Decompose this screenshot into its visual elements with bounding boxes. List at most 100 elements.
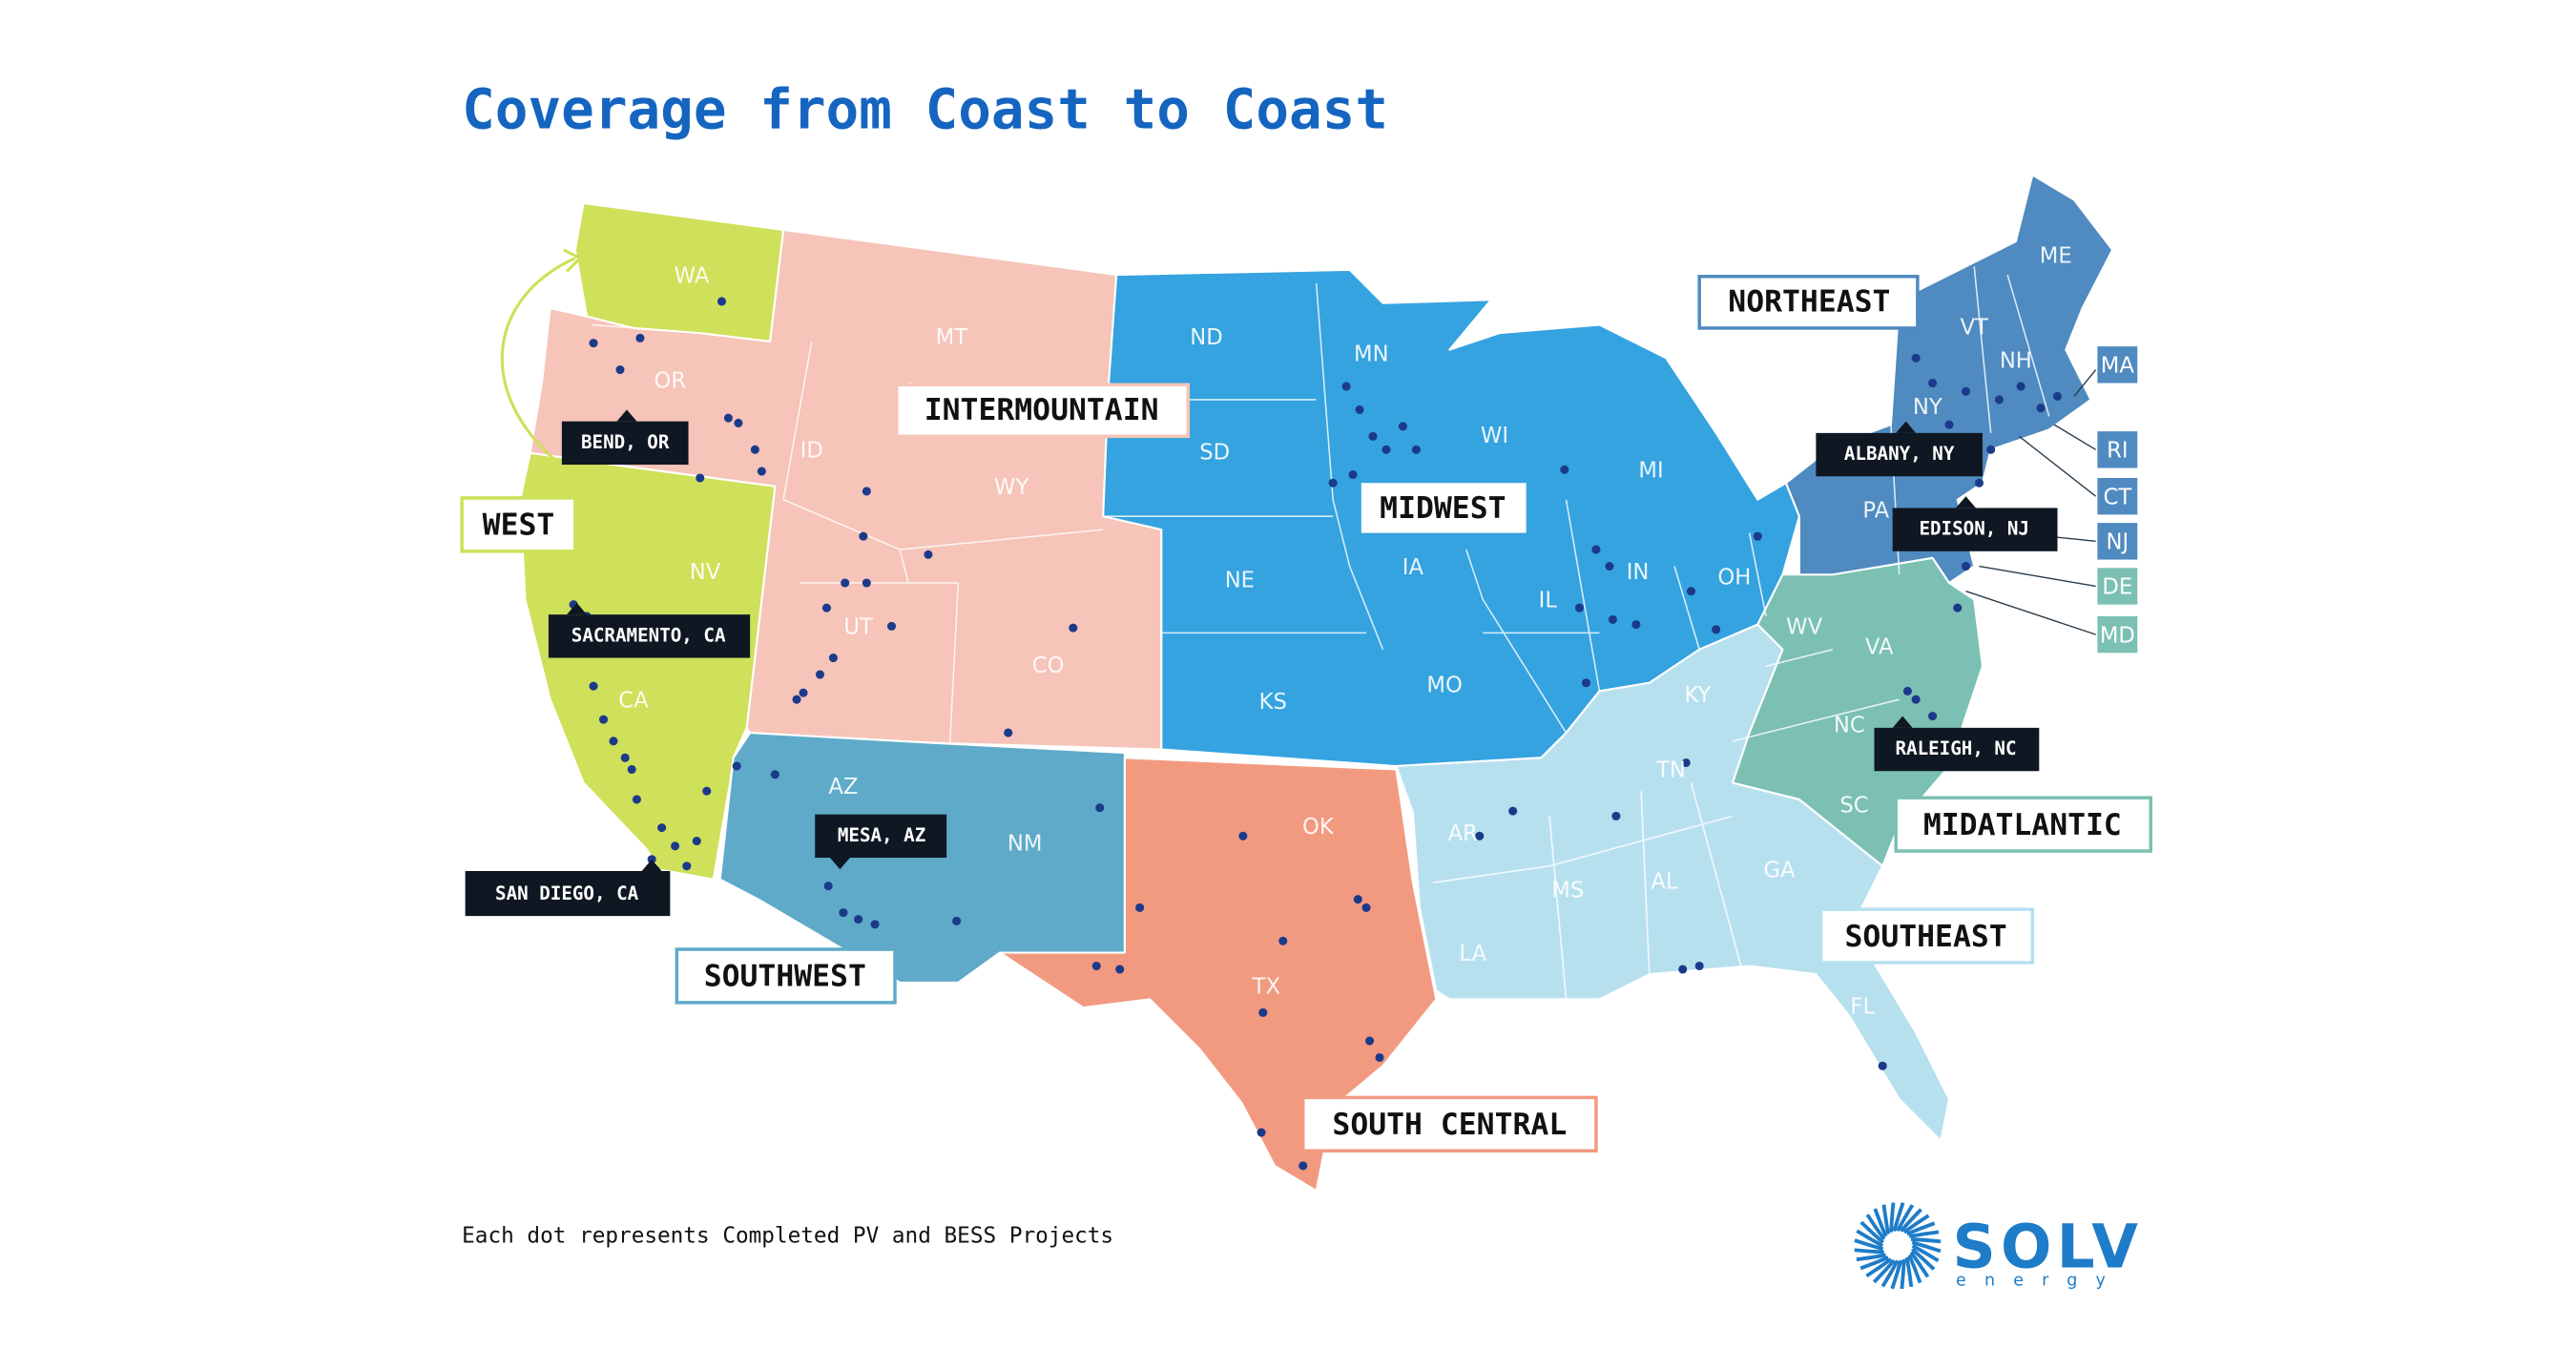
- project-dot: [620, 753, 630, 762]
- project-dot: [1135, 903, 1145, 912]
- state-label: WA: [675, 263, 710, 288]
- city-labels: BEND, OR SACRAMENTO, CA SAN DIEGO, CA ME…: [465, 409, 2058, 917]
- project-dot: [854, 915, 863, 924]
- project-dot: [1560, 465, 1569, 474]
- project-dot: [732, 761, 741, 771]
- project-dot: [1381, 445, 1391, 454]
- logo-ray: [1872, 1258, 1896, 1284]
- state-label: MN: [1354, 342, 1389, 366]
- project-dot: [1004, 728, 1013, 737]
- state-label: NM: [1008, 832, 1043, 857]
- state-label: GA: [1763, 858, 1796, 882]
- logo-ray: [1854, 1238, 1884, 1252]
- project-dot: [1986, 445, 1996, 454]
- state-label: TX: [1252, 975, 1280, 1000]
- logo-ray: [1854, 1248, 1884, 1255]
- state-label: PA: [1862, 498, 1889, 523]
- state-label: VT: [1961, 315, 1989, 340]
- region-box: [1358, 479, 1530, 537]
- project-dot: [1878, 1061, 1887, 1070]
- project-dot: [598, 715, 609, 724]
- state-label: FL: [1850, 995, 1875, 1020]
- project-dot: [1341, 382, 1351, 391]
- project-dot: [589, 339, 598, 348]
- project-dot: [1944, 420, 1954, 429]
- project-dot: [692, 837, 701, 846]
- region-labels: WEST INTERMOUNTAIN MIDWEST NORTHEAST MID…: [460, 275, 2153, 1153]
- region-box: [895, 383, 1191, 439]
- project-dot: [632, 795, 641, 804]
- city-pointer: [641, 859, 662, 871]
- project-dot: [862, 578, 871, 588]
- callout-label: MA: [2101, 354, 2135, 379]
- state-label: TN: [1655, 758, 1686, 783]
- state-label: IN: [1627, 560, 1650, 585]
- project-dot: [1475, 831, 1485, 841]
- project-dot: [952, 916, 962, 925]
- project-dot: [717, 297, 727, 306]
- region-box: [1300, 1095, 1598, 1153]
- callout-label: DE: [2102, 575, 2132, 600]
- logo-ray: [1910, 1237, 1942, 1244]
- project-dot: [1508, 806, 1518, 816]
- project-dots: [569, 297, 2063, 1171]
- logo-ray: [1859, 1256, 1889, 1271]
- callout-box: [2097, 478, 2138, 515]
- logo-ray: [1881, 1204, 1891, 1235]
- city-box: [1874, 727, 2040, 772]
- arrow: [500, 257, 576, 471]
- project-dot: [702, 786, 712, 796]
- state-label: NV: [690, 560, 721, 585]
- project-dot: [1361, 903, 1371, 912]
- logo-ray: [1910, 1247, 1936, 1271]
- logo-ray: [1856, 1229, 1884, 1248]
- project-dot: [696, 473, 705, 483]
- logo-name: SOLV: [1953, 1212, 2144, 1281]
- logo-ray: [1905, 1221, 1936, 1236]
- project-dot: [1353, 895, 1362, 904]
- city-pointer: [1896, 421, 1917, 433]
- city-pointer: [567, 602, 588, 615]
- logo-ray: [1890, 1259, 1903, 1290]
- callout-box: [2097, 568, 2138, 605]
- logo-ray: [1880, 1259, 1900, 1288]
- project-dot: [1574, 603, 1585, 612]
- logo-ray: [1902, 1214, 1930, 1235]
- logo-ray: [1859, 1220, 1884, 1244]
- callout-box: [2097, 346, 2138, 384]
- title: Coverage from Coast to Coast: [462, 77, 1388, 141]
- project-dot: [823, 882, 833, 891]
- state-label: KS: [1259, 690, 1287, 715]
- project-dot: [1364, 1036, 1375, 1046]
- city-label: MESA, AZ: [838, 824, 925, 846]
- region-label: SOUTH CENTRAL: [1332, 1108, 1567, 1142]
- project-dot: [828, 654, 838, 663]
- project-dot: [609, 737, 618, 746]
- state-label: MT: [936, 325, 968, 350]
- state-label: NY: [1913, 395, 1942, 420]
- logo-ray: [1907, 1254, 1922, 1284]
- logo-ray: [1911, 1240, 1942, 1254]
- project-dot: [750, 445, 759, 454]
- project-dot: [1953, 603, 1963, 612]
- city-pointer: [616, 409, 637, 422]
- state-label: AZ: [828, 775, 858, 799]
- project-dot: [1694, 961, 1704, 971]
- region-south-central: [998, 757, 1438, 1193]
- callout-label: CT: [2103, 485, 2131, 509]
- state-label: ID: [800, 439, 823, 464]
- arrow-head: [562, 248, 583, 273]
- logo-ray: [1896, 1204, 1915, 1232]
- logo-ray: [1856, 1253, 1886, 1262]
- project-dot: [1681, 758, 1691, 768]
- project-dot: [1591, 545, 1601, 554]
- project-dot: [657, 823, 667, 833]
- logo-tagline: energy: [1956, 1272, 2124, 1291]
- project-dot: [1091, 961, 1101, 971]
- project-dot: [1928, 378, 1938, 388]
- project-dot: [757, 467, 766, 476]
- callout-label: NJ: [2107, 530, 2129, 555]
- region-label: INTERMOUNTAIN: [924, 393, 1159, 427]
- state-label: LA: [1459, 942, 1486, 966]
- city-pointer: [829, 858, 850, 870]
